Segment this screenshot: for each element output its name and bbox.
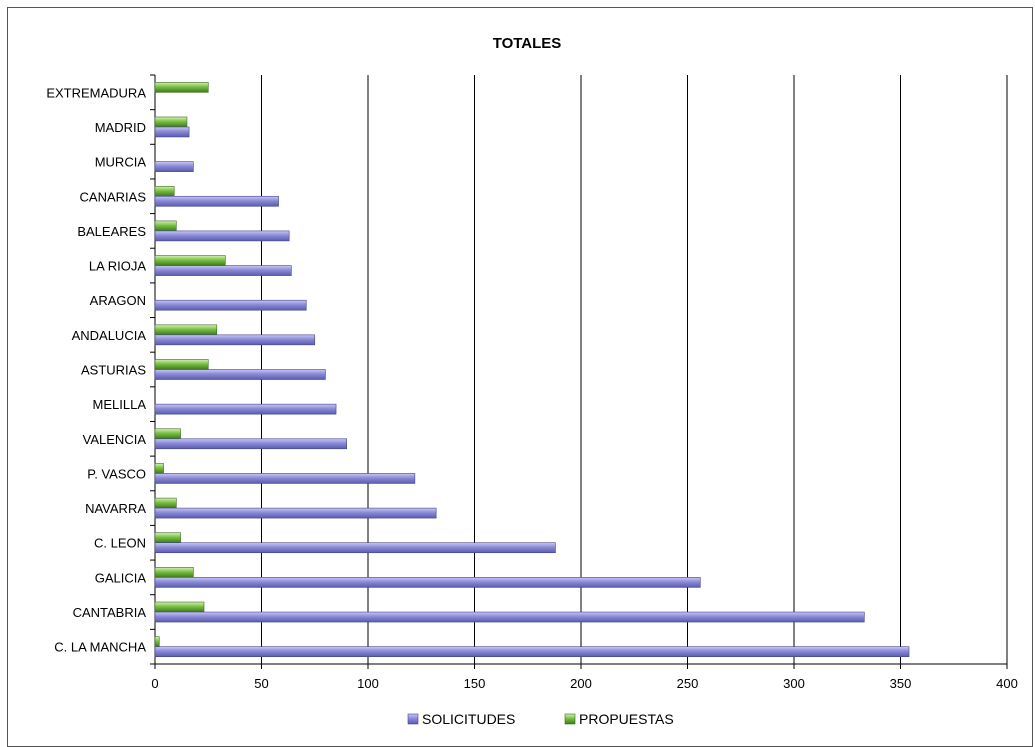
y-tick-label: P. VASCO: [87, 466, 146, 481]
y-tick-label: MADRID: [95, 120, 146, 135]
bar-propuestas: [154, 428, 181, 440]
bar-solicitudes: [154, 195, 279, 207]
bar-propuestas: [154, 116, 188, 128]
bar-propuestas: [154, 220, 177, 232]
chart-title: TOTALES: [493, 35, 562, 52]
x-tick-label: 50: [254, 676, 268, 691]
bar-solicitudes: [154, 161, 194, 172]
y-tick-label: MURCIA: [95, 155, 147, 170]
y-tick-label: EXTREMADURA: [46, 85, 146, 100]
y-tick-label: GALICIA: [95, 570, 147, 585]
y-tick-label: ARAGON: [90, 293, 146, 308]
bar-solicitudes: [154, 126, 190, 138]
bar-solicitudes: [154, 369, 326, 380]
x-tick-label: 150: [464, 676, 486, 691]
bar-solicitudes: [154, 265, 292, 276]
legend-swatch: [564, 713, 576, 725]
bar-propuestas: [154, 567, 194, 578]
bar-solicitudes: [154, 299, 307, 311]
bar-propuestas: [154, 255, 226, 266]
bar-propuestas: [154, 324, 218, 336]
legend: SOLICITUDES PROPUESTAS: [407, 711, 674, 727]
bar-solicitudes: [154, 646, 910, 657]
bar-propuestas: [154, 497, 177, 509]
bar-solicitudes: [154, 438, 347, 450]
bar-solicitudes: [154, 403, 337, 415]
bar-solicitudes: [154, 334, 316, 346]
bar-solicitudes: [154, 230, 290, 242]
x-tick-label: 250: [677, 676, 699, 691]
y-tick-label: BALEARES: [77, 224, 146, 239]
bar-solicitudes: [154, 577, 701, 588]
x-tick-label: 100: [357, 676, 379, 691]
bar-solicitudes: [154, 473, 416, 484]
bar-solicitudes: [154, 611, 865, 623]
bar-solicitudes: [154, 507, 437, 519]
bar-propuestas: [154, 532, 181, 544]
bar-propuestas: [154, 463, 164, 474]
legend-label: PROPUESTAS: [579, 711, 674, 727]
y-tick-label: ASTURIAS: [81, 363, 146, 378]
y-tick-label: CANARIAS: [80, 189, 147, 204]
legend-label: SOLICITUDES: [422, 711, 515, 727]
bar-propuestas: [154, 185, 175, 197]
x-tick-label: 300: [783, 676, 805, 691]
y-tick-label: ANDALUCIA: [72, 328, 147, 343]
bar-propuestas: [154, 82, 209, 93]
legend-swatch: [407, 713, 419, 725]
bar-solicitudes: [154, 542, 556, 554]
y-tick-label: C. LA MANCHA: [54, 640, 146, 655]
bar-propuestas: [154, 601, 205, 613]
y-tick-label: C. LEON: [94, 536, 146, 551]
y-tick-label: MELILLA: [93, 397, 147, 412]
plot-area: 0 50 100 150 200 250 300 350 400 EXTREMADURA MADRI…: [46, 74, 1018, 691]
y-tick-label: VALENCIA: [83, 432, 147, 447]
x-tick-label: 200: [570, 676, 592, 691]
x-tick-label: 400: [996, 676, 1018, 691]
bar-propuestas: [154, 359, 209, 370]
x-tick-label: 0: [151, 676, 158, 691]
y-tick-label: CANTABRIA: [73, 605, 147, 620]
bar-propuestas: [154, 636, 160, 647]
x-tick-label: 350: [890, 676, 912, 691]
y-tick-label: NAVARRA: [85, 501, 146, 516]
y-tick-label: LA RIOJA: [89, 259, 146, 274]
